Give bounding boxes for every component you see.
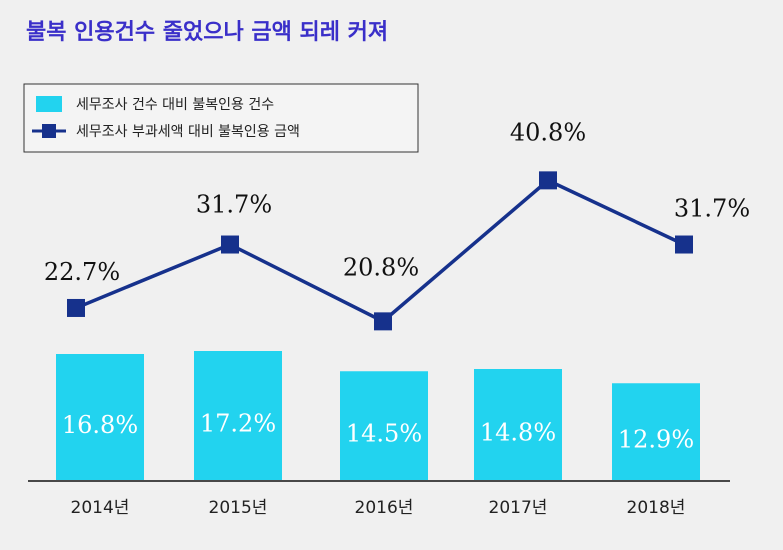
bar-2 <box>340 371 428 480</box>
x-tick-label-3: 2017년 <box>489 498 548 518</box>
bar-1 <box>194 351 282 480</box>
x-tick-label-4: 2018년 <box>627 498 686 518</box>
legend-box <box>23 83 419 153</box>
bar-3 <box>474 369 562 480</box>
line-marker-3 <box>539 171 557 190</box>
line-marker-2 <box>374 312 392 331</box>
bar-label-1: 17.2% <box>200 410 276 438</box>
line-series <box>75 178 685 324</box>
legend-swatch-bar <box>36 96 62 112</box>
line-label-3: 40.8% <box>510 118 586 146</box>
legend-label-bar: 세무조사 건수 대비 불복인용 건수 <box>76 97 274 113</box>
legend-label-line: 세무조사 부과세액 대비 불복인용 금액 <box>76 124 300 140</box>
line-label-0: 22.7% <box>44 258 120 286</box>
line-marker-1 <box>221 235 239 254</box>
line-label-1: 31.7% <box>196 191 272 219</box>
bar-4 <box>612 383 700 480</box>
x-tick-label-2: 2016년 <box>355 498 414 518</box>
line-marker-0 <box>67 298 85 317</box>
line-label-2: 20.8% <box>343 253 419 281</box>
chart-title: 불복 인용건수 줄었으나 금액 되레 커져 <box>26 20 389 45</box>
x-tick-label-0: 2014년 <box>71 498 130 518</box>
x-tick-label-1: 2015년 <box>209 498 268 518</box>
bar-label-2: 14.5% <box>346 420 422 448</box>
bar-0 <box>56 354 144 480</box>
bar-label-4: 12.9% <box>618 426 694 454</box>
line-marker-4 <box>675 235 693 254</box>
line-label-4: 31.7% <box>674 195 750 223</box>
bar-label-0: 16.8% <box>62 411 138 439</box>
legend-marker-line <box>42 124 56 138</box>
bar-label-3: 14.8% <box>480 419 556 447</box>
